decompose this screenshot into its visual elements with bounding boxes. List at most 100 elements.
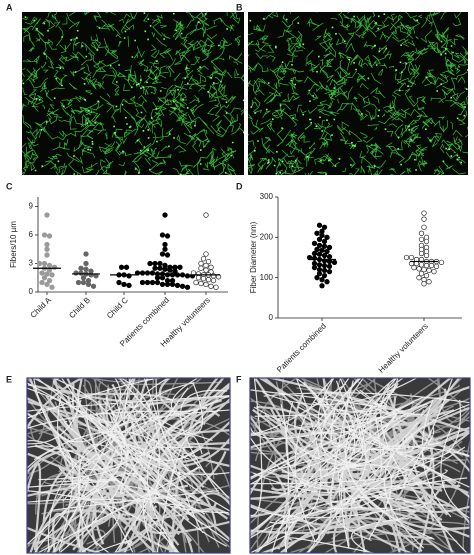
y-tick-label: 9 [29, 202, 34, 211]
data-point [44, 212, 50, 218]
data-point [403, 254, 410, 261]
data-point [139, 270, 146, 276]
data-point [75, 279, 82, 286]
data-point [321, 224, 328, 230]
data-point [195, 275, 202, 281]
fiber-texture [250, 378, 470, 553]
data-point [311, 250, 318, 257]
data-point [421, 210, 427, 216]
data-point [162, 266, 168, 272]
data-point [321, 238, 328, 245]
data-point [418, 262, 425, 268]
data-point [316, 262, 323, 268]
data-point [316, 222, 323, 228]
data-point [36, 260, 43, 267]
fiber-texture [22, 12, 244, 175]
data-point [149, 279, 156, 286]
x-tick-label: Patients combined [275, 322, 328, 375]
data-point [51, 264, 58, 270]
data-point [41, 260, 48, 267]
data-point [321, 267, 328, 274]
data-point [421, 266, 427, 273]
data-point [39, 270, 45, 276]
data-point [418, 230, 425, 236]
data-point [46, 262, 53, 269]
data-point [311, 240, 318, 247]
data-point [210, 277, 217, 284]
data-point [198, 280, 204, 287]
data-point [324, 279, 330, 285]
data-point [159, 232, 166, 238]
data-point [83, 260, 89, 267]
data-point [116, 279, 122, 286]
data-point [154, 279, 161, 286]
data-point [426, 267, 432, 274]
data-point [44, 271, 50, 277]
data-point [46, 277, 53, 284]
data-point [438, 259, 445, 265]
data-point [44, 241, 50, 248]
data-point [157, 265, 163, 271]
data-point [179, 272, 186, 278]
micrograph-b [248, 12, 468, 175]
data-point [121, 281, 127, 288]
data-point [314, 246, 320, 253]
data-point [321, 252, 328, 259]
data-point [162, 246, 168, 252]
data-point [169, 281, 176, 288]
data-point [44, 281, 50, 288]
image-border [26, 377, 231, 554]
data-point [418, 236, 425, 243]
data-point [319, 283, 325, 289]
data-point [41, 275, 48, 281]
data-point [177, 264, 183, 270]
y-axis-title: Fiber Diameter (nm) [249, 221, 258, 293]
data-point [164, 272, 171, 278]
data-point [144, 270, 151, 276]
data-point [154, 275, 161, 281]
data-point [88, 272, 94, 278]
x-tick-label: Child A [29, 295, 54, 320]
fiber-texture [248, 12, 468, 175]
data-point [326, 244, 333, 251]
data-point [164, 233, 171, 239]
y-tick-label: 0 [269, 313, 274, 322]
data-point [78, 270, 84, 276]
data-point [152, 260, 158, 267]
data-point [184, 284, 191, 290]
data-point [169, 272, 176, 278]
data-point [203, 251, 209, 257]
data-point [319, 247, 325, 253]
data-point [147, 260, 153, 267]
data-point [431, 268, 437, 275]
data-point [203, 262, 209, 269]
data-point [316, 251, 323, 257]
data-point [426, 279, 432, 285]
panel-label: C [6, 181, 13, 191]
data-point [423, 238, 430, 245]
x-tick-label: Child B [67, 296, 92, 321]
panel-label: A [6, 2, 13, 12]
data-point [198, 260, 204, 267]
x-tick-label: Healthy volunteers [377, 322, 430, 375]
data-point [326, 263, 333, 270]
data-point [205, 258, 212, 265]
data-point [78, 265, 84, 271]
y-tick-label: 100 [260, 273, 274, 282]
data-point [159, 281, 166, 288]
data-point [126, 273, 132, 279]
data-point [321, 243, 328, 249]
data-point [90, 283, 97, 289]
data-point [83, 266, 89, 272]
y-tick-label: 200 [260, 232, 274, 241]
data-point [208, 264, 214, 270]
data-point [203, 267, 209, 273]
data-point [210, 273, 217, 279]
data-point [85, 281, 92, 288]
data-point [311, 264, 318, 271]
data-point [49, 284, 55, 290]
data-point [49, 272, 55, 278]
data-point [144, 279, 151, 286]
data-point [316, 242, 323, 249]
data-point [73, 270, 79, 276]
